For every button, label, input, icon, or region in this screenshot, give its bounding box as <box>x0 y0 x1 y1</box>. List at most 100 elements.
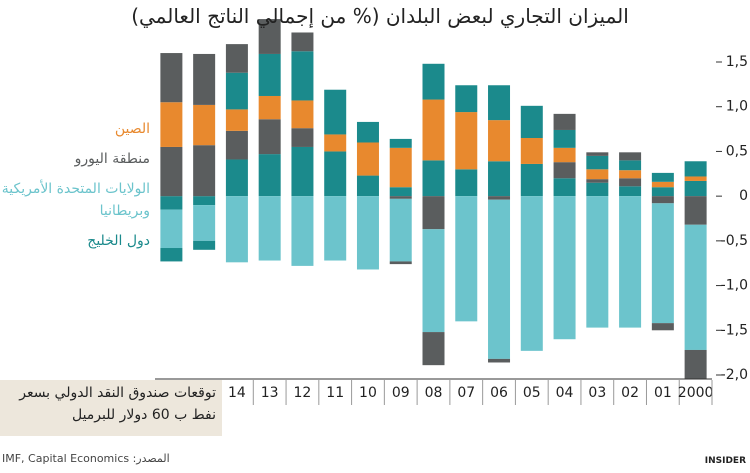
bar <box>258 53 281 96</box>
bar <box>586 169 609 180</box>
bar <box>160 102 183 147</box>
bar <box>520 196 543 351</box>
bar <box>160 53 183 103</box>
bar <box>619 170 642 179</box>
chart-title: الميزان التجاري لبعض البلدان (% من إجمال… <box>131 4 629 28</box>
bar <box>488 358 511 363</box>
bar <box>193 196 216 206</box>
bar <box>553 162 576 179</box>
bar <box>389 261 412 265</box>
bar <box>291 32 314 52</box>
bar <box>553 196 576 340</box>
bar <box>422 63 445 100</box>
x-tick-label: 09 <box>392 385 410 401</box>
bar <box>258 95 281 120</box>
bar <box>389 138 412 148</box>
bar <box>291 51 314 101</box>
bar <box>684 224 707 350</box>
bar <box>356 121 379 143</box>
bar <box>586 179 609 183</box>
x-tick-label: 03 <box>588 385 606 401</box>
bar <box>684 180 707 197</box>
bar <box>553 178 576 197</box>
bar <box>389 196 412 199</box>
x-tick-label: 11 <box>326 385 344 401</box>
bar <box>455 112 478 170</box>
logo: INSIDER <box>704 456 746 466</box>
bar <box>422 332 445 366</box>
bar <box>193 205 216 241</box>
annotation: توقعات صندوق النقد الدولي بسعر نفط ب 60 … <box>0 380 222 436</box>
legend-entry: الصين <box>114 121 150 137</box>
legend-entry: دول الخليج <box>87 233 150 249</box>
bar <box>619 196 642 328</box>
bar <box>684 196 707 225</box>
bar <box>553 129 576 148</box>
bar <box>651 203 674 324</box>
bar <box>258 119 281 155</box>
bar <box>291 196 314 266</box>
bar <box>586 196 609 328</box>
x-tick-label: 02 <box>621 385 639 401</box>
bar <box>324 151 347 197</box>
bar <box>422 160 445 197</box>
bar <box>258 196 281 261</box>
bar <box>356 196 379 270</box>
bar <box>684 161 707 177</box>
source: المصدر: IMF, Capital Economics <box>2 452 170 465</box>
bar <box>291 146 314 197</box>
bar <box>389 198 412 262</box>
x-tick-label: 04 <box>556 385 574 401</box>
bar <box>258 19 281 54</box>
bar <box>422 229 445 333</box>
bar <box>225 109 248 131</box>
x-tick-label: 14 <box>228 385 246 401</box>
bar <box>586 182 609 197</box>
x-tick-label: 12 <box>294 385 312 401</box>
x-tick-label: 07 <box>457 385 475 401</box>
x-tick-label: 06 <box>490 385 508 401</box>
bar <box>356 142 379 176</box>
x-tick-label: 08 <box>425 385 443 401</box>
bar <box>651 172 674 182</box>
bar <box>324 196 347 261</box>
bar <box>258 154 281 197</box>
y-tick-label: -1,0 <box>721 278 748 294</box>
bar <box>488 199 511 359</box>
bar <box>619 152 642 161</box>
y-tick-label: 0,5 <box>726 143 748 159</box>
bar <box>422 99 445 161</box>
y-tick-label: 0 <box>739 188 748 204</box>
bar <box>389 147 412 188</box>
bar <box>225 130 248 160</box>
bar <box>553 113 576 130</box>
bar <box>455 196 478 322</box>
bar <box>684 349 707 379</box>
x-tick-label: 10 <box>359 385 377 401</box>
bar <box>324 89 347 135</box>
bar <box>225 196 248 263</box>
y-tick-label: -1,5 <box>721 322 748 338</box>
bar <box>160 146 183 197</box>
bar <box>193 104 216 146</box>
bar <box>553 147 576 163</box>
legend-entry: منطقة اليورو <box>74 151 150 167</box>
bar <box>651 323 674 331</box>
bar <box>520 163 543 197</box>
bar <box>488 120 511 162</box>
bar <box>651 181 674 188</box>
bar <box>193 53 216 105</box>
bar <box>455 169 478 197</box>
bar <box>684 176 707 181</box>
bar <box>225 44 248 73</box>
legend: الصين منطقة اليورو الولايات المتحدة الأمري… <box>0 118 150 260</box>
bar <box>455 85 478 113</box>
bar <box>488 161 511 197</box>
bar <box>619 160 642 171</box>
bar <box>488 85 511 121</box>
bar <box>324 134 347 152</box>
bar <box>291 100 314 129</box>
bar <box>225 159 248 197</box>
